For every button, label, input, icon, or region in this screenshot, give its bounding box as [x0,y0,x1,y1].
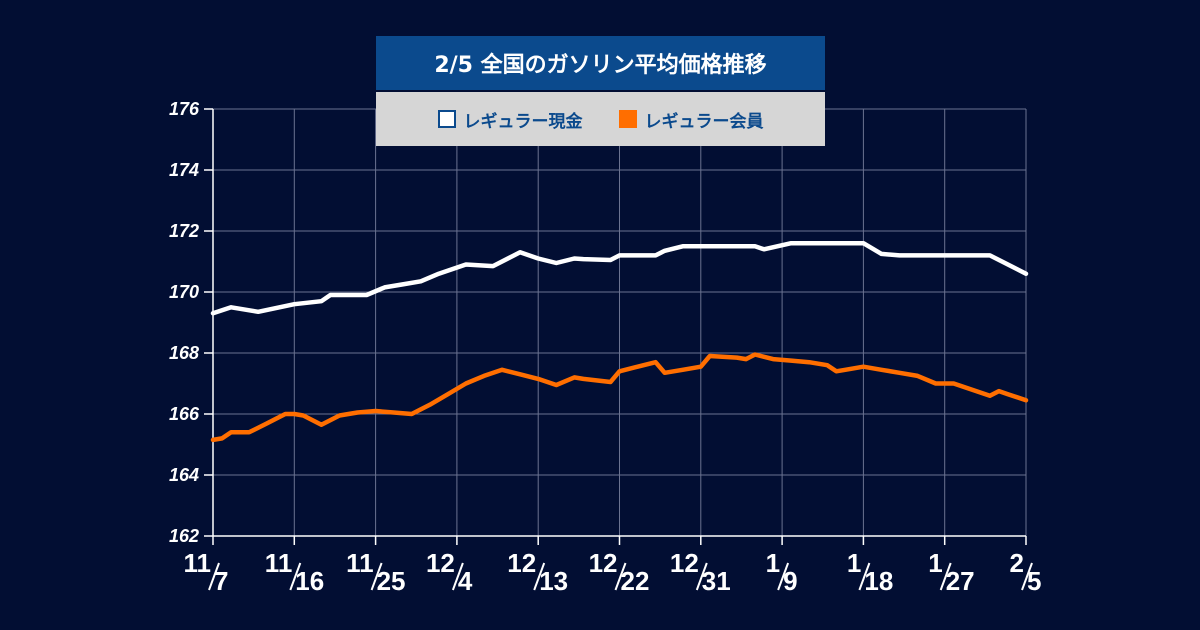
x-tick-slash [451,562,464,591]
y-tick-label: 176 [169,99,200,119]
x-tick-day: 13 [539,566,568,596]
x-tick-slash [858,562,871,591]
x-tick-label: 118 [847,548,893,596]
y-tick-labels: 162 164 166 168 170 172 174 176 [169,99,200,546]
x-tick-label: 117 [184,548,229,596]
chart-title-box: 2/5 全国のガソリン平均価格推移 [376,36,825,90]
x-tick-month: 2 [1010,548,1024,578]
x-tick-month: 1 [928,548,942,578]
y-tick-label: 164 [169,465,199,485]
legend-entry-cash: レギュラー現金 [437,107,583,132]
x-tick-slash [695,562,708,591]
x-tick-day: 25 [377,566,406,596]
x-tick-slash [614,562,627,591]
grid [213,108,1027,536]
x-tick-month: 12 [670,548,699,578]
x-tick-month: 1 [847,548,861,578]
x-tick-month: 11 [184,548,212,578]
series-line-member [210,352,1029,443]
x-tick-label: 19 [766,548,798,596]
x-tick-day: 5 [1027,566,1041,596]
x-tick-slash [939,562,952,591]
x-tick-day: 22 [621,566,650,596]
x-tick-slash [533,562,546,591]
x-tick-day: 27 [946,566,975,596]
legend-entry-member: レギュラー会員 [618,107,764,132]
x-tick-day: 7 [214,566,228,596]
legend-label-member: レギュラー会員 [644,111,764,132]
y-tick-label: 174 [169,160,199,180]
x-tick-day: 31 [702,566,731,596]
series-line-cash [210,240,1029,316]
legend-label-cash: レギュラー現金 [463,111,583,132]
axes [204,108,1027,545]
x-tick-slash [208,562,220,591]
x-tick-label: 127 [928,548,974,596]
y-tick-label: 172 [169,221,199,241]
legend-swatch-cash [437,110,456,128]
x-tick-month: 11 [265,548,293,578]
x-tick-month: 1 [766,548,780,578]
x-tick-label: 25 [1010,548,1042,596]
x-tick-month: 11 [346,548,374,578]
x-tick-month: 12 [507,548,536,578]
x-tick-label: 124 [426,548,473,596]
y-tick-label: 170 [169,282,199,302]
y-tick-label: 162 [169,526,199,546]
x-tick-day: 9 [783,566,797,596]
legend-swatch-member [618,110,637,128]
x-tick-slash [777,562,790,591]
x-tick-slash [370,562,383,591]
x-tick-month: 12 [426,548,455,578]
x-tick-day: 4 [458,566,473,596]
x-tick-day: 18 [864,566,893,596]
y-tick-label: 168 [169,343,199,363]
series-layer [210,240,1029,443]
x-tick-slash [289,562,302,591]
x-tick-slash [1021,562,1033,591]
x-tick-day: 16 [295,566,324,596]
y-tick-label: 166 [169,404,200,424]
legend: レギュラー現金 レギュラー会員 [376,92,825,146]
chart-title: 2/5 全国のガソリン平均価格推移 [434,53,767,78]
x-tick-month: 12 [589,548,618,578]
